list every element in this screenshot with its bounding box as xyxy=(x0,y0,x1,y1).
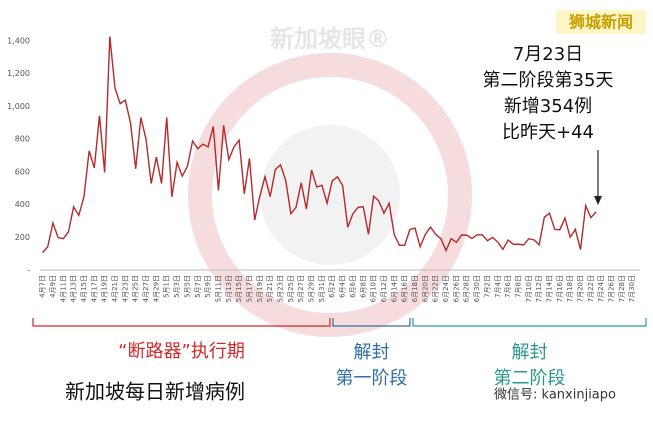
x-tick-label: 5月13日 xyxy=(225,275,233,302)
y-tick-label: 1,400 xyxy=(7,36,30,45)
chart-title: 新加坡每日新增病例 xyxy=(65,380,245,404)
y-tick-label: 1,200 xyxy=(7,69,30,78)
x-tick-label: 6月26日 xyxy=(452,275,460,302)
y-tick-label: 800 xyxy=(15,135,30,144)
x-tick-label: 4月29日 xyxy=(152,275,160,302)
source: 狮城新闻 xyxy=(568,13,633,32)
x-tick-label: 7月14日 xyxy=(545,275,553,302)
annotation: 新增354例 xyxy=(504,96,592,117)
x-tick-label: 5月23日 xyxy=(277,275,285,302)
x-tick-label: 7月24日 xyxy=(597,275,605,302)
phase-bracket xyxy=(32,318,331,327)
phase-bracket xyxy=(412,318,647,327)
x-tick-label: 5月31日 xyxy=(318,275,326,302)
x-tick-label: 7月8日 xyxy=(514,275,522,298)
arrow-head xyxy=(594,196,602,205)
y-tick-label: 1,000 xyxy=(7,102,30,111)
x-tick-label: 6月30日 xyxy=(473,275,481,302)
x-tick-label: 6月20日 xyxy=(421,275,429,302)
x-tick-label: 7月18日 xyxy=(566,275,574,302)
y-tick-label: - xyxy=(27,266,30,275)
data-line xyxy=(42,36,597,254)
x-tick-label: 5月25日 xyxy=(287,275,295,302)
y-tick-label: 200 xyxy=(15,233,30,242)
x-tick-label: 4月13日 xyxy=(70,275,78,302)
phase-label: 第二阶段 xyxy=(494,368,566,389)
x-tick-label: 5月21日 xyxy=(266,275,274,302)
x-tick-label: 5月11日 xyxy=(214,275,222,302)
x-tick-label: 6月16日 xyxy=(401,275,409,302)
x-tick-label: 4月21日 xyxy=(111,275,119,302)
annotation: 7月23日 xyxy=(513,44,583,65)
x-tick-label: 5月5日 xyxy=(183,275,191,298)
x-tick-label: 7月6日 xyxy=(504,275,512,298)
x-tick-label: 7月20日 xyxy=(577,275,585,302)
x-tick-label: 6月14日 xyxy=(390,275,398,302)
watermark: 新加坡眼® xyxy=(270,25,390,53)
x-tick-label: 6月10日 xyxy=(370,275,378,302)
x-tick-label: 6月22日 xyxy=(432,275,440,302)
x-tick-label: 4月17日 xyxy=(90,275,98,302)
x-tick-label: 7月16日 xyxy=(556,275,564,302)
x-tick-label: 5月17日 xyxy=(245,275,253,302)
y-tick-label: 400 xyxy=(15,200,30,209)
x-tick-label: 7月4日 xyxy=(494,275,502,298)
phase-label: “断路器”执行期 xyxy=(118,341,245,362)
x-tick-label: 7月26日 xyxy=(608,275,616,302)
x-tick-label: 6月6日 xyxy=(349,275,357,298)
x-tick-label: 4月27日 xyxy=(142,275,150,302)
x-tick-label: 7月28日 xyxy=(618,275,626,302)
x-tick-label: 6月8日 xyxy=(359,275,367,298)
y-tick-label: 600 xyxy=(15,167,30,176)
x-tick-label: 7月12日 xyxy=(535,275,543,302)
x-tick-label: 4月23日 xyxy=(121,275,129,302)
x-tick-label: 7月2日 xyxy=(483,275,491,298)
x-tick-label: 4月11日 xyxy=(59,275,67,302)
phase-label: 第一阶段 xyxy=(336,368,408,389)
wechat: 微信号: kanxinjiapo xyxy=(494,388,616,403)
x-tick-label: 4月9日 xyxy=(49,275,57,298)
x-tick-label: 7月10日 xyxy=(525,275,533,302)
x-tick-label: 4月25日 xyxy=(132,275,140,302)
phase-label: 解封 xyxy=(354,342,390,363)
x-tick-label: 6月24日 xyxy=(442,275,450,302)
x-tick-label: 5月1日 xyxy=(163,275,171,298)
x-tick-label: 4月19日 xyxy=(101,275,109,302)
x-tick-label: 5月15日 xyxy=(235,275,243,302)
x-tick-label: 6月12日 xyxy=(380,275,388,302)
x-tick-label: 5月7日 xyxy=(194,275,202,298)
source-bg xyxy=(556,10,646,34)
x-tick-label: 6月2日 xyxy=(328,275,336,298)
annotation: 比昨天+44 xyxy=(502,122,594,143)
x-tick-label: 6月28日 xyxy=(463,275,471,302)
annotation: 第二阶段第35天 xyxy=(483,70,614,91)
phase-label: 解封 xyxy=(512,342,548,363)
x-tick-label: 5月9日 xyxy=(204,275,212,298)
x-tick-label: 6月4日 xyxy=(339,275,347,298)
x-tick-label: 5月19日 xyxy=(256,275,264,302)
x-tick-label: 4月7日 xyxy=(39,275,47,298)
x-tick-label: 4月15日 xyxy=(80,275,88,302)
logo-watermark xyxy=(260,125,400,265)
x-tick-label: 5月27日 xyxy=(297,275,305,302)
x-tick-label: 5月3日 xyxy=(173,275,181,298)
x-tick-label: 7月30日 xyxy=(628,275,636,302)
x-tick-label: 6月18日 xyxy=(411,275,419,302)
x-tick-label: 5月29日 xyxy=(308,275,316,302)
x-tick-label: 7月22日 xyxy=(587,275,595,302)
phase-bracket xyxy=(332,318,411,327)
